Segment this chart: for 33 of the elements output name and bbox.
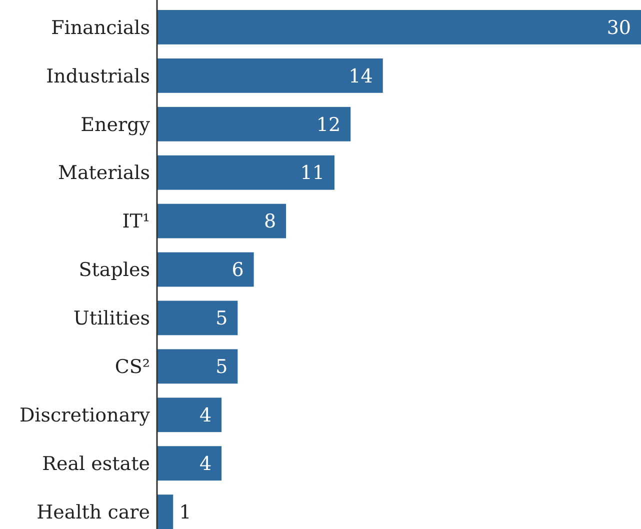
bar (157, 10, 641, 44)
data-label: 4 (199, 404, 212, 427)
bar (157, 494, 174, 529)
bar (157, 349, 238, 384)
y-tick-label: IT¹ (122, 210, 150, 233)
data-label: 11 (300, 162, 324, 184)
y-tick-label: Energy (80, 114, 150, 136)
data-label: 30 (606, 16, 631, 39)
y-tick-label: Real estate (42, 452, 150, 475)
bar (157, 252, 254, 287)
bar (157, 204, 286, 238)
y-tick-label: Materials (58, 162, 150, 184)
y-tick-label: CS² (114, 356, 150, 378)
bar (157, 155, 334, 190)
data-label: 12 (316, 114, 341, 136)
y-tick-label: Financials (51, 16, 150, 39)
y-tick-label: Discretionary (19, 404, 150, 427)
data-label: 6 (232, 259, 244, 282)
y-tick-label: Health care (36, 501, 150, 524)
bar (157, 398, 222, 432)
bar (157, 446, 222, 481)
y-tick-label: Staples (78, 259, 150, 282)
bar (157, 300, 238, 336)
bar (157, 58, 383, 93)
data-label: 1 (179, 501, 192, 524)
data-label: 5 (216, 308, 228, 330)
data-label: 14 (348, 65, 373, 88)
y-tick-label: Industrials (46, 65, 150, 88)
data-label: 4 (199, 452, 212, 475)
bar (157, 106, 351, 142)
data-label: 5 (216, 356, 228, 378)
data-label: 8 (264, 210, 276, 233)
y-tick-label: Utilities (73, 308, 150, 330)
